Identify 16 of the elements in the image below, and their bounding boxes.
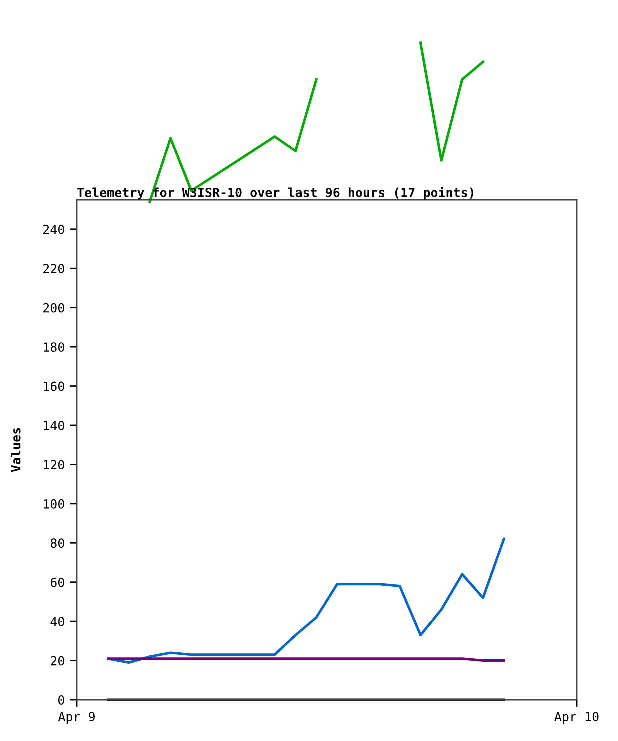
y-tick-label: 120 bbox=[44, 460, 64, 470]
x-tick-label: Apr 9 bbox=[58, 712, 95, 724]
y-tick-label: 180 bbox=[44, 342, 64, 352]
y-tick-label: 80 bbox=[50, 538, 64, 548]
y-tick-label: 160 bbox=[44, 382, 64, 392]
y-tick-label: 60 bbox=[50, 578, 64, 588]
x-tick-label: Apr 10 bbox=[554, 712, 599, 724]
y-tick-label: 100 bbox=[44, 499, 64, 509]
y-tick-label: 140 bbox=[44, 420, 64, 430]
y-tick-label: 240 bbox=[44, 224, 64, 234]
y-tick-label: 40 bbox=[50, 617, 64, 627]
y-tick-label: 0 bbox=[58, 696, 64, 705]
y-axis-title: Values bbox=[11, 428, 21, 472]
y-tick-label: 220 bbox=[44, 264, 64, 274]
y-tick-label: 20 bbox=[51, 656, 64, 666]
y-tick-label: 200 bbox=[44, 303, 64, 313]
